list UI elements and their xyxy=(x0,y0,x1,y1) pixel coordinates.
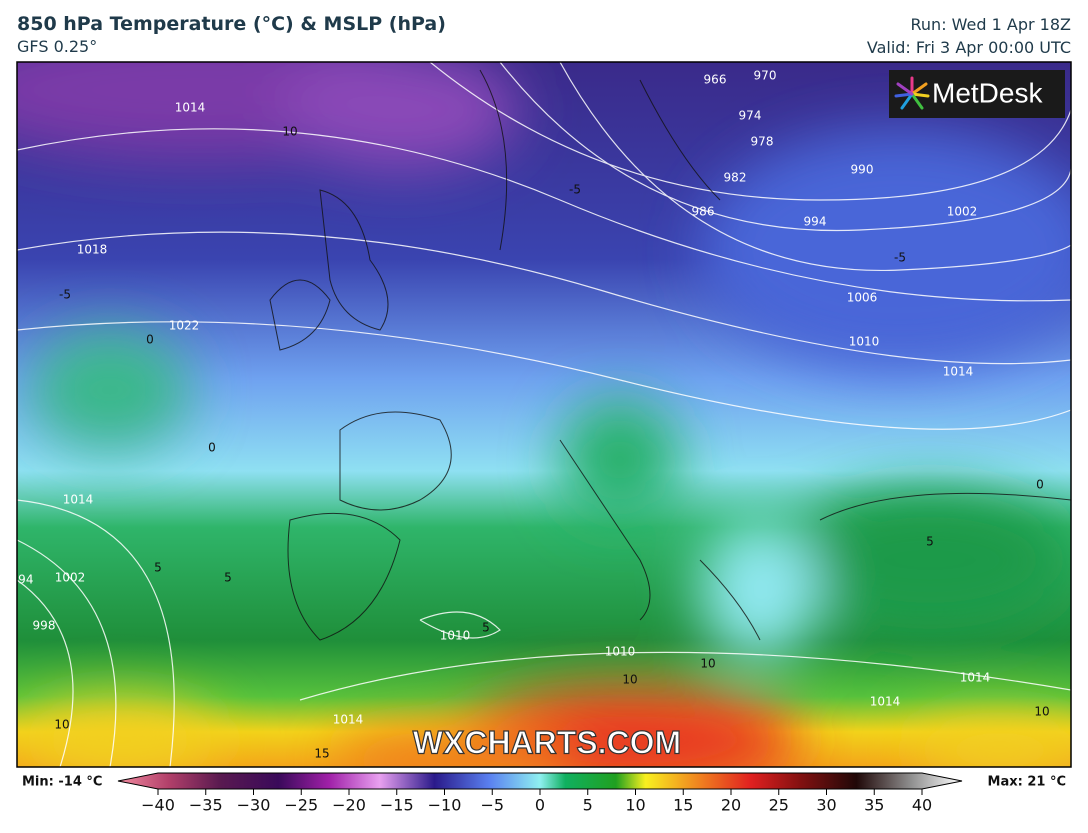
temperature-label: 15 xyxy=(314,747,329,761)
colorbar-tick-label: −25 xyxy=(284,796,318,815)
borders xyxy=(269,69,1071,641)
colorbar-tick-label: 10 xyxy=(625,796,645,815)
isobar-label: 1014 xyxy=(870,695,901,709)
colorbar-tick-label: −40 xyxy=(141,796,175,815)
isobar-label: 1014 xyxy=(63,493,94,507)
isobar-label: 1010 xyxy=(605,645,636,659)
temperature-label: 10 xyxy=(1034,705,1049,719)
colorbar-tick-label: 40 xyxy=(912,796,932,815)
isobar-label: 1014 xyxy=(175,101,206,115)
temperature-label: 10 xyxy=(282,125,297,139)
colorbar-tick-label: −15 xyxy=(380,796,414,815)
colorbar-tick-label: 25 xyxy=(769,796,789,815)
temperature-field: 1014101810221014100299499810101010101496… xyxy=(11,62,1071,767)
temperature-label: 0 xyxy=(208,441,216,455)
title: 850 hPa Temperature (°C) & MSLP (hPa) xyxy=(17,13,446,35)
isobar-label: 974 xyxy=(739,109,762,123)
temperature-label: 5 xyxy=(154,561,162,575)
colorbar-tick-label: −35 xyxy=(189,796,223,815)
colorbar-tick-label: −30 xyxy=(237,796,271,815)
colorbar: Min: -14 °C Max: 21 °C −40 −35 −30 −25 −20 −1… xyxy=(22,772,1066,815)
isobar-label: 978 xyxy=(751,135,774,149)
isobar-label: 970 xyxy=(754,69,777,83)
isobar-label: 986 xyxy=(692,205,715,219)
logo-text: MetDesk xyxy=(932,77,1043,108)
isobar-label: 1018 xyxy=(77,243,108,257)
colorbar-tick-label: 35 xyxy=(864,796,884,815)
isobar-label: 998 xyxy=(33,619,56,633)
isobar-label: 1002 xyxy=(55,571,86,585)
isobar-label: 1002 xyxy=(947,205,978,219)
temperature-label: 5 xyxy=(926,535,934,549)
colorbar-tick-label: 20 xyxy=(721,796,741,815)
isobars xyxy=(17,62,1071,767)
isobar-label: 966 xyxy=(704,73,727,87)
temperature-label: -5 xyxy=(59,288,71,302)
temperature-label: 10 xyxy=(622,673,637,687)
logo: MetDesk xyxy=(889,70,1065,118)
model: GFS 0.25° xyxy=(17,37,98,56)
valid-time: Valid: Fri 3 Apr 00:00 UTC xyxy=(866,38,1071,57)
isobar-label: 994 xyxy=(804,215,827,229)
max-label: Max: 21 °C xyxy=(988,775,1066,790)
temperature-label: -5 xyxy=(569,183,581,197)
temperature-label: 5 xyxy=(224,571,232,585)
min-label: Min: -14 °C xyxy=(22,775,102,790)
isobar-label: 1022 xyxy=(169,319,200,333)
isobar-label: 1014 xyxy=(943,365,974,379)
temperature-label: 10 xyxy=(54,718,69,732)
isobar-label: 990 xyxy=(851,163,874,177)
isobar-label: 1010 xyxy=(849,335,880,349)
isobar-label: 982 xyxy=(724,171,747,185)
temperature-label: -5 xyxy=(894,251,906,265)
colorbar-tick-label: 0 xyxy=(535,796,545,815)
temperature-label: 5 xyxy=(482,621,490,635)
colorbar-tick-label: −5 xyxy=(480,796,504,815)
colorbar-tick-label: −20 xyxy=(332,796,366,815)
temperature-label: 0 xyxy=(1036,478,1044,492)
run-time: Run: Wed 1 Apr 18Z xyxy=(910,15,1071,34)
colorbar-tick-label: 15 xyxy=(673,796,693,815)
isobar-label: 994 xyxy=(11,573,34,587)
isobar-label: 1010 xyxy=(440,629,471,643)
watermark: WXCHARTS.COM xyxy=(413,724,681,760)
colorbar-tick-label: 5 xyxy=(583,796,593,815)
temperature-label: 0 xyxy=(146,333,154,347)
temperature-label: 10 xyxy=(700,657,715,671)
isobar-label: 1014 xyxy=(333,713,364,727)
colorbar-tick-label: 30 xyxy=(816,796,836,815)
colorbar-tick-label: −10 xyxy=(428,796,462,815)
isobar-label: 1006 xyxy=(847,291,878,305)
isobar-label: 1014 xyxy=(960,671,991,685)
